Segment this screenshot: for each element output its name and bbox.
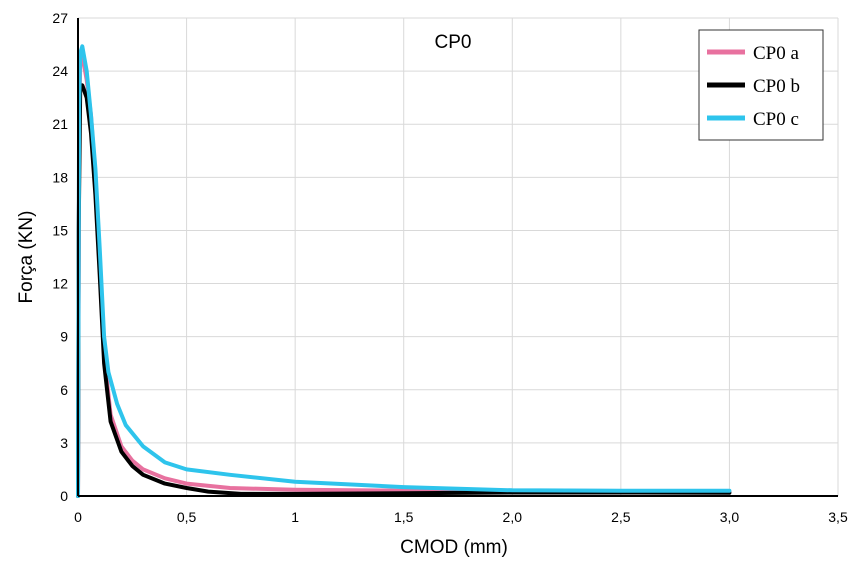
y-tick-label: 15 [52,222,68,238]
x-tick-label: 0,5 [177,509,197,525]
x-tick-label: 1 [291,509,299,525]
x-tick-label: 2,5 [611,509,631,525]
x-axis-label: CMOD (mm) [400,537,508,558]
x-tick-label: 3,0 [720,509,740,525]
y-tick-label: 6 [60,382,68,398]
x-tick-label: 0 [74,509,82,525]
legend-label: CP0 b [753,76,800,97]
x-tick-label: 2,0 [503,509,523,525]
chart-title: CP0 [435,32,472,53]
series-line [76,83,732,498]
x-tick-label: 3,5 [828,509,848,525]
y-tick-label: 18 [52,169,68,185]
legend-label: CP0 a [753,43,799,64]
y-tick-label: 27 [52,10,68,26]
y-tick-label: 3 [60,435,68,451]
axes [77,18,838,497]
y-tick-label: 0 [60,488,68,504]
y-axis-label: Força (KN) [16,211,37,304]
y-tick-label: 21 [52,116,68,132]
x-ticks: 0 0,5 1 1,5 2,0 2,5 3,0 3,5 [74,509,848,525]
y-tick-label: 24 [52,63,68,79]
legend: CP0 a CP0 b CP0 c [698,29,824,141]
y-ticks: 0 3 6 9 12 15 18 21 24 27 [52,10,68,504]
legend-label: CP0 c [753,109,799,130]
series-layer [76,44,732,498]
y-tick-label: 9 [60,329,68,345]
series-line [76,44,732,498]
x-tick-label: 1,5 [394,509,414,525]
y-tick-label: 12 [52,276,68,292]
